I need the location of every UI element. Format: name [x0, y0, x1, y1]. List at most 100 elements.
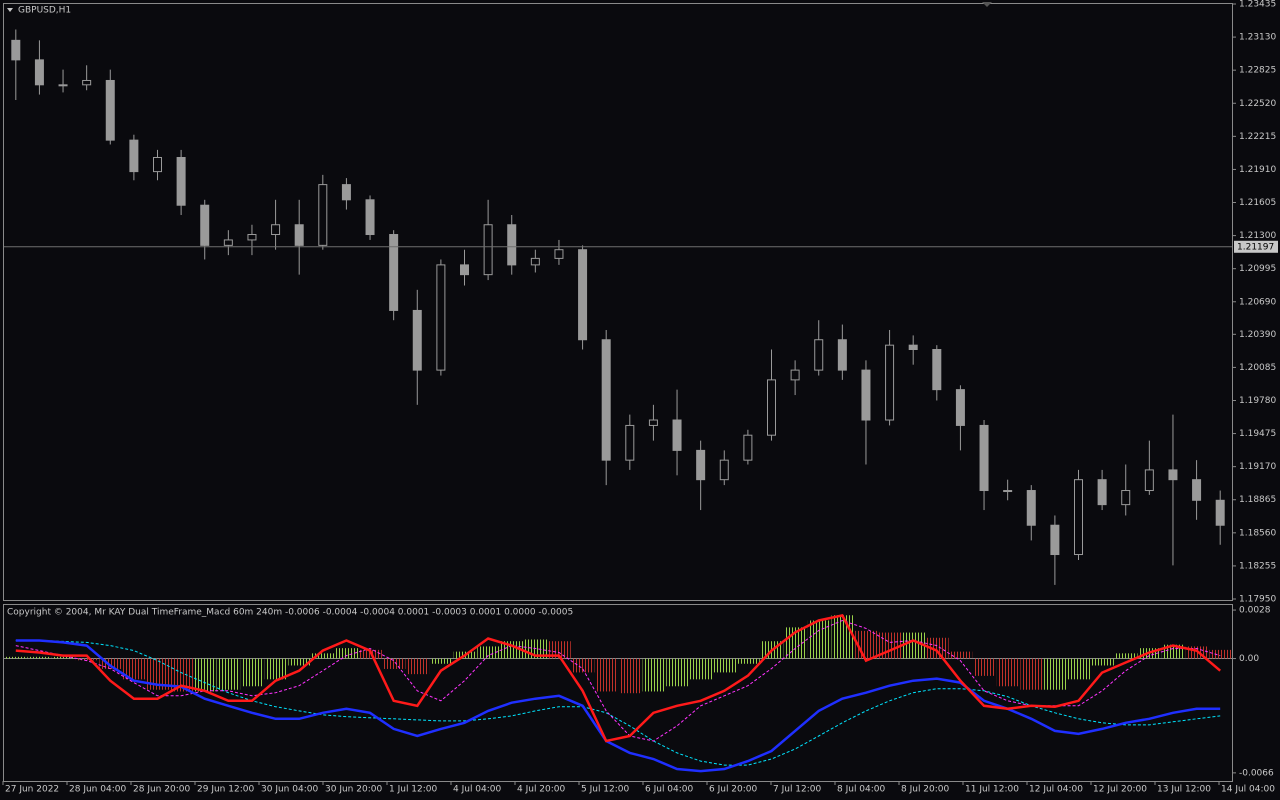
- indicator-line: [15, 619, 1221, 742]
- candle-body: [1074, 479, 1083, 556]
- candle-body: [460, 264, 469, 276]
- histogram-bar: [500, 641, 524, 659]
- x-tick-label: 8 Jul 04:00: [837, 785, 886, 795]
- candle-body: [767, 379, 776, 436]
- candle-body: [507, 224, 517, 266]
- histogram-bar: [146, 658, 170, 690]
- candle-body: [271, 224, 281, 236]
- histogram-bar: [241, 658, 264, 687]
- candle-body: [1168, 469, 1178, 481]
- y-tick-label: 0.0028: [1239, 606, 1271, 616]
- x-tick-label: 30 Jun 04:00: [261, 785, 318, 795]
- x-tick-label: 4 Jul 04:00: [453, 785, 502, 795]
- candle-body: [58, 84, 68, 87]
- x-tick-label: 8 Jul 20:00: [901, 785, 950, 795]
- y-tick-label: 1.18255: [1239, 561, 1276, 571]
- candle-body: [129, 139, 139, 173]
- histogram-bar: [288, 658, 311, 666]
- x-tick-label: 30 Jun 20:00: [325, 785, 382, 795]
- indicator-line: [15, 639, 1221, 773]
- histogram-bar: [264, 658, 288, 680]
- candle-body: [908, 344, 918, 351]
- candle-body: [696, 449, 706, 481]
- y-tick-label: 0.00: [1239, 654, 1259, 664]
- candle-body: [341, 184, 351, 201]
- y-tick-label: 1.20690: [1239, 297, 1276, 307]
- y-tick-label: 1.20085: [1239, 363, 1276, 373]
- histogram-bar: [831, 615, 855, 659]
- x-tick-label: 7 Jul 12:00: [773, 785, 822, 795]
- histogram-bar: [571, 658, 595, 673]
- candle-body: [578, 249, 588, 341]
- x-tick-label: 6 Jul 04:00: [645, 785, 694, 795]
- histogram-bar: [312, 653, 335, 659]
- y-tick-label: 1.21300: [1239, 231, 1276, 241]
- histogram-bar: [689, 658, 713, 680]
- y-tick-label: 1.19780: [1239, 396, 1276, 406]
- current-price-label: 1.21197: [1237, 242, 1274, 252]
- candle-body: [1144, 469, 1154, 492]
- candle-body: [719, 459, 729, 481]
- indicator-line: [15, 613, 1222, 743]
- histogram-bar: [406, 658, 430, 675]
- window-menu[interactable]: [7, 8, 13, 12]
- candle-body: [365, 199, 375, 236]
- candle-body: [672, 419, 682, 451]
- histogram-bar: [713, 658, 737, 673]
- histogram-bar: [170, 658, 193, 692]
- x-tick-label: 5 Jul 12:00: [581, 785, 630, 795]
- histogram-bar: [52, 656, 75, 659]
- candle-body: [247, 234, 257, 241]
- candle-body: [105, 79, 115, 141]
- x-tick-label: 6 Jul 20:00: [709, 785, 758, 795]
- histogram-bar: [548, 641, 571, 659]
- histogram-bar: [1067, 658, 1091, 680]
- candle-body: [790, 369, 800, 381]
- y-tick-label: 1.18865: [1239, 495, 1276, 505]
- candle-body: [82, 79, 92, 86]
- x-tick-label: 28 Jun 04:00: [69, 785, 126, 795]
- histogram-bar: [430, 658, 453, 664]
- x-tick-label: 12 Jul 20:00: [1093, 785, 1147, 795]
- histogram-bar: [949, 651, 973, 659]
- y-tick-label: 1.19170: [1239, 462, 1276, 472]
- histogram-bar: [996, 658, 1020, 687]
- histogram-bar: [335, 648, 359, 659]
- candle-body: [530, 257, 540, 266]
- x-tick-label: 14 Jul 04:00: [1221, 785, 1275, 795]
- candle-body: [979, 424, 989, 492]
- current-price-box: [1234, 240, 1278, 253]
- candle-body: [554, 249, 564, 259]
- candle-body: [1121, 490, 1131, 506]
- candle-body: [294, 224, 304, 246]
- candle-body: [34, 59, 44, 86]
- candle-body: [11, 39, 21, 61]
- histogram-bar: [99, 658, 123, 669]
- candle-body: [153, 156, 162, 173]
- histogram-bar: [666, 658, 689, 687]
- candle-body: [885, 344, 895, 421]
- candle-body: [176, 156, 186, 206]
- x-tick-label: 27 Jun 2022: [5, 785, 59, 795]
- histogram-bar: [642, 658, 666, 692]
- histogram-bar: [382, 658, 406, 669]
- x-tick-label: 13 Jul 12:00: [1157, 785, 1211, 795]
- candle-body: [1026, 490, 1036, 526]
- candle-body: [389, 234, 399, 311]
- histogram-bar: [1020, 658, 1044, 690]
- y-tick-label: 1.21605: [1239, 198, 1276, 208]
- histogram-bar: [1114, 653, 1138, 659]
- candle-body: [1192, 479, 1202, 501]
- histogram-bar: [75, 658, 99, 661]
- candle-body: [412, 309, 422, 371]
- indicator-pane: [3, 604, 1233, 782]
- histogram-bar: [477, 646, 500, 659]
- x-tick-label: 12 Jul 04:00: [1029, 785, 1083, 795]
- candle-body: [200, 204, 210, 246]
- x-tick-label: 4 Jul 20:00: [517, 785, 566, 795]
- y-tick-label: 1.23435: [1239, 0, 1276, 10]
- histogram-bar: [737, 658, 760, 664]
